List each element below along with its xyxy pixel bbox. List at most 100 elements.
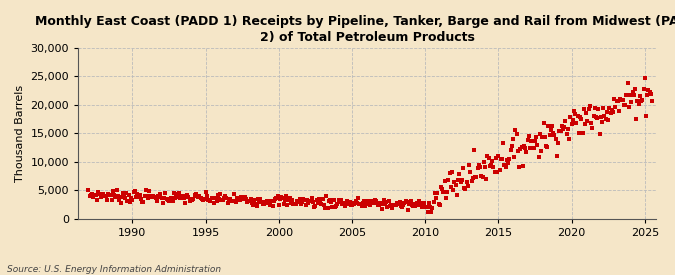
Point (630, 87, 641, 91)
Point (545, 128, 556, 132)
Point (600, 117, 611, 121)
Point (358, 201, 369, 205)
Point (371, 198, 382, 203)
Point (289, 201, 300, 206)
Point (261, 199, 272, 204)
Point (195, 196, 206, 201)
Point (188, 197, 198, 201)
Point (508, 137, 518, 141)
Point (161, 196, 172, 201)
Point (151, 199, 162, 204)
Point (636, 99, 647, 103)
Point (331, 204, 342, 209)
Point (200, 190, 211, 194)
Point (127, 198, 138, 202)
Point (479, 165, 490, 169)
Point (601, 110, 612, 114)
Point (409, 202, 420, 206)
Point (171, 195, 182, 200)
Point (454, 172, 464, 176)
Point (313, 200, 323, 205)
Point (251, 204, 262, 208)
Point (311, 198, 322, 202)
Point (574, 115, 585, 120)
Point (157, 200, 168, 205)
Point (376, 202, 387, 207)
Point (130, 189, 140, 194)
Point (175, 196, 186, 201)
Point (503, 161, 514, 166)
Point (605, 111, 616, 116)
Point (325, 197, 335, 202)
Point (282, 203, 293, 208)
Point (246, 201, 257, 205)
Point (482, 154, 493, 158)
Point (359, 199, 370, 204)
Point (149, 195, 160, 200)
Point (192, 194, 202, 199)
Point (300, 203, 311, 208)
Point (181, 194, 192, 198)
Point (414, 199, 425, 203)
Point (255, 197, 266, 201)
Point (267, 204, 278, 208)
Point (126, 196, 136, 200)
Point (396, 204, 406, 208)
Point (550, 137, 561, 142)
Point (326, 200, 337, 204)
Point (92, 198, 103, 202)
Point (221, 196, 232, 200)
Point (226, 198, 237, 203)
Point (205, 199, 216, 204)
Point (594, 132, 605, 137)
Point (292, 199, 302, 203)
Point (423, 201, 434, 205)
Point (372, 203, 383, 207)
Point (356, 204, 367, 208)
Point (287, 197, 298, 202)
Point (88, 195, 99, 200)
Point (572, 114, 583, 118)
Point (446, 184, 456, 189)
Point (110, 195, 121, 199)
Point (154, 195, 165, 200)
Point (402, 200, 412, 205)
Point (627, 90, 638, 95)
Point (277, 196, 288, 200)
Point (517, 163, 528, 168)
Point (385, 202, 396, 207)
Point (145, 194, 156, 199)
Point (559, 124, 570, 129)
Point (106, 198, 117, 202)
Point (465, 170, 476, 174)
Point (213, 193, 223, 197)
Point (116, 200, 127, 205)
Point (509, 155, 520, 160)
Point (375, 201, 385, 205)
Point (249, 198, 260, 202)
Point (270, 197, 281, 201)
Point (244, 199, 255, 204)
Point (564, 136, 574, 141)
Point (136, 197, 146, 201)
Point (111, 188, 122, 192)
Point (415, 202, 426, 206)
Point (115, 195, 126, 199)
Point (566, 122, 577, 127)
Point (476, 174, 487, 178)
Point (518, 144, 529, 148)
Point (187, 198, 198, 202)
Point (551, 154, 562, 158)
Point (131, 195, 142, 200)
Point (213, 196, 224, 201)
Point (100, 194, 111, 199)
Point (618, 98, 628, 102)
Point (155, 192, 166, 196)
Point (475, 165, 485, 170)
Point (537, 135, 547, 139)
Point (608, 110, 618, 115)
Point (589, 106, 600, 110)
Point (433, 202, 444, 207)
Point (410, 204, 421, 209)
Point (471, 175, 482, 180)
